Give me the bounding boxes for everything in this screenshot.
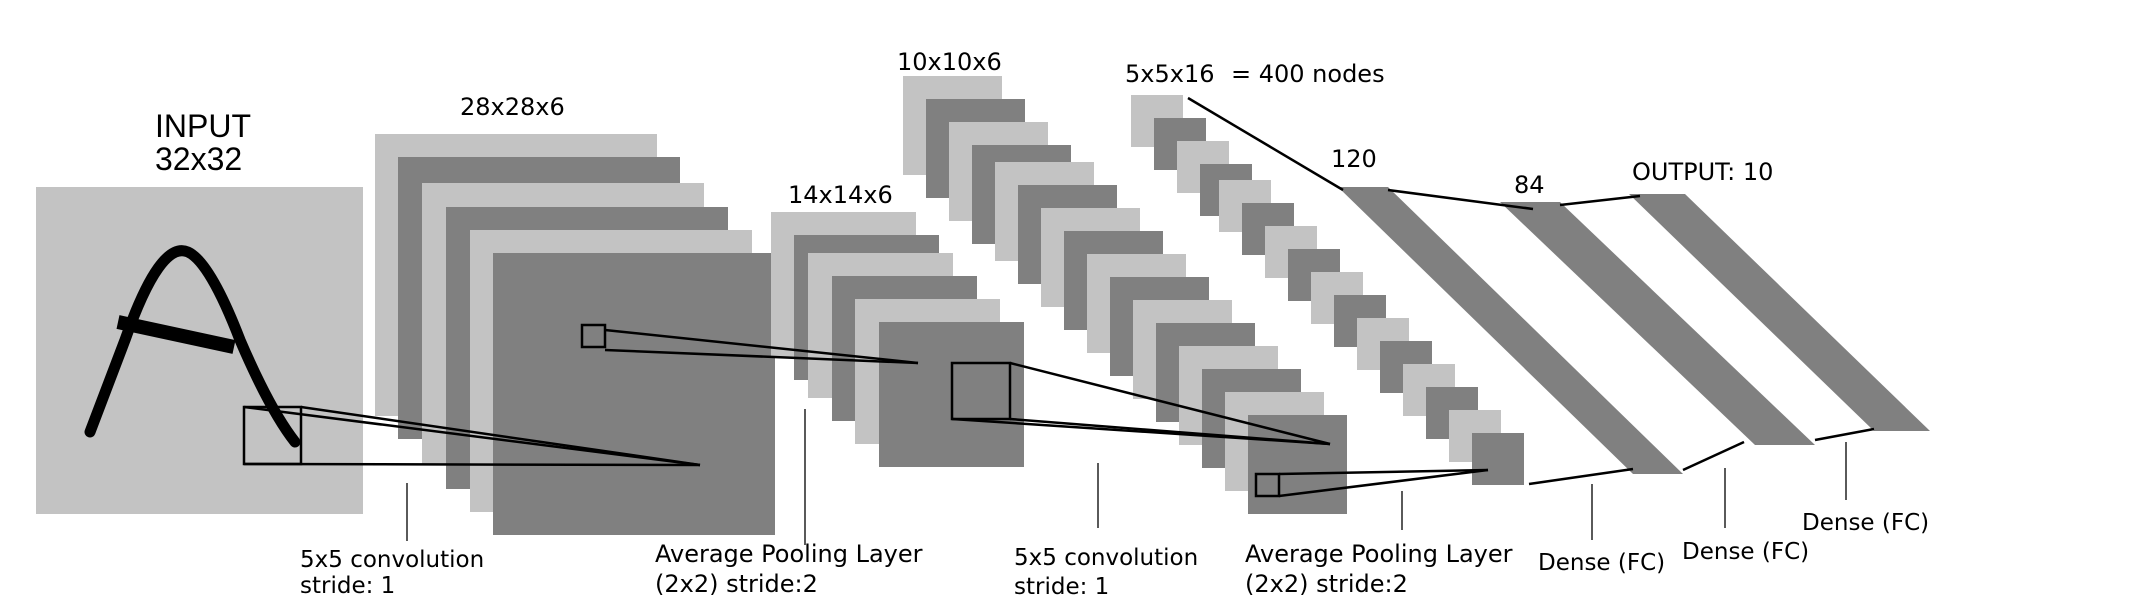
s2-feature-maps	[771, 212, 1024, 467]
conv2-caption-line2: stride: 1	[1014, 574, 1109, 596]
c1-map-6	[493, 253, 775, 535]
c1-pool-box	[580, 323, 607, 349]
input-letter-a	[84, 245, 301, 448]
pool1-caption-line2: (2x2) stride:2	[655, 570, 818, 596]
caption-pointers	[406, 409, 1847, 545]
pool1-projection	[604, 328, 919, 365]
conv2-caption-line1: 5x5 convolution	[1014, 545, 1198, 571]
conv2-projection	[951, 361, 1331, 446]
f5-layer	[1338, 187, 1683, 474]
conv1-caption-line2: stride: 1	[300, 573, 395, 596]
fc1-caption: Dense (FC)	[1538, 550, 1665, 576]
conv1-caption-line1: 5x5 convolution	[300, 547, 484, 573]
s4-label: 5x5x16	[1125, 60, 1214, 88]
input-title: INPUT	[155, 108, 251, 144]
input-image	[36, 187, 363, 514]
fc3-caption: Dense (FC)	[1802, 510, 1929, 536]
f6-label: 84	[1514, 171, 1545, 199]
output-label: OUTPUT: 10	[1632, 158, 1773, 186]
c3-map-16	[1248, 415, 1347, 514]
fc-connections	[1187, 96, 1875, 486]
s4-map-16	[1472, 433, 1524, 485]
c3-label: 10x10x6	[897, 48, 1002, 76]
c1-feature-maps	[375, 134, 775, 535]
pool2-caption-line2: (2x2) stride:2	[1245, 570, 1408, 596]
s2-kernel-box	[950, 361, 1012, 421]
input-block	[36, 187, 363, 514]
c3-feature-maps	[903, 76, 1347, 514]
pool2-caption-line1: Average Pooling Layer	[1245, 540, 1513, 568]
output-layer	[1629, 194, 1930, 431]
s4-feature-maps	[1131, 95, 1524, 485]
input-letter-a-bar	[116, 315, 236, 354]
c3-pool-box	[1254, 472, 1281, 498]
fc2-caption: Dense (FC)	[1682, 539, 1809, 565]
pool1-caption-line1: Average Pooling Layer	[655, 540, 923, 568]
fc-layers	[1338, 187, 1930, 474]
input-size: 32x32	[155, 141, 242, 177]
s2-label: 14x14x6	[788, 181, 893, 209]
c1-label: 28x28x6	[460, 93, 565, 121]
conv1-projection	[243, 405, 701, 467]
f5-label: 120	[1331, 145, 1377, 173]
f6-layer	[1500, 202, 1815, 445]
s4-nodes-label: = 400 nodes	[1231, 60, 1385, 88]
pool2-projection	[1278, 468, 1489, 498]
